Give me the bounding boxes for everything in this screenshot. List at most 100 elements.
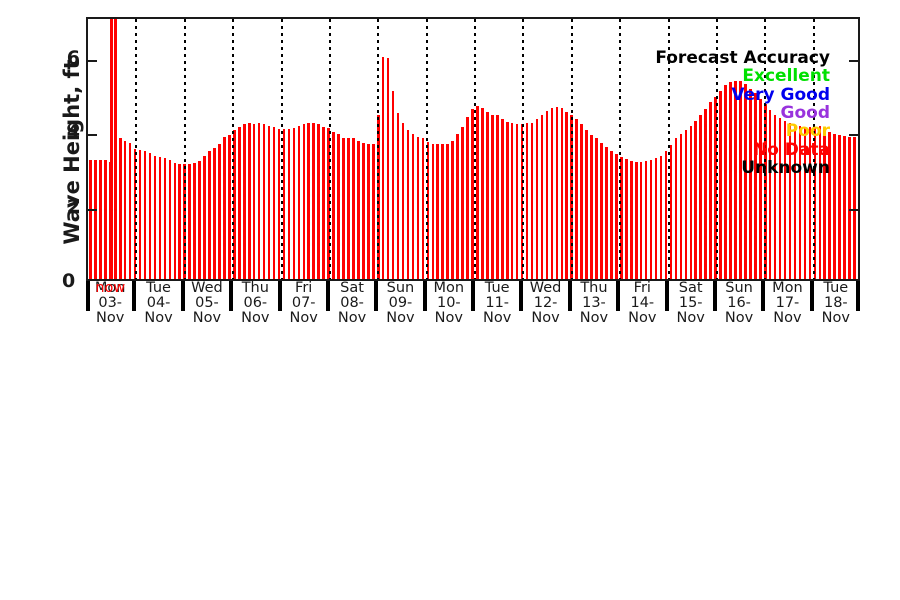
bar xyxy=(659,156,663,279)
x-axis-day-label: Wed 12-Nov xyxy=(521,281,569,326)
bar xyxy=(545,110,549,279)
day-of-week-label: Mon xyxy=(433,280,465,296)
x-axis-day-labels: Mon 03-Nov Tue 04-Nov Wed 05-Nov Thu 06-Nov Fri 0… xyxy=(86,280,860,326)
x-axis-day-tick xyxy=(664,281,669,311)
bar xyxy=(590,134,593,279)
bar xyxy=(223,136,226,279)
bar xyxy=(461,126,464,279)
bar xyxy=(699,115,703,279)
day-of-week-label: Mon xyxy=(94,280,126,296)
bar xyxy=(798,125,802,279)
day-separator-line xyxy=(522,19,525,279)
bar xyxy=(203,156,206,279)
bar xyxy=(228,134,231,279)
bar xyxy=(858,138,860,279)
day-of-week-label: Tue xyxy=(146,280,171,296)
bar xyxy=(496,114,499,279)
x-axis-edge-tick xyxy=(86,281,90,311)
x-axis-day-tick xyxy=(519,281,524,311)
bar xyxy=(218,144,221,279)
bar xyxy=(739,80,742,279)
bar xyxy=(540,115,544,279)
bar xyxy=(317,123,320,279)
bar xyxy=(163,158,167,279)
x-axis-day-label: Sun 16-Nov xyxy=(715,281,763,326)
bar xyxy=(754,93,757,279)
bar xyxy=(188,163,191,279)
day-of-month-label: 04-Nov xyxy=(144,295,173,326)
day-of-month-label: 08-Nov xyxy=(337,295,367,326)
bar xyxy=(411,134,415,279)
day-of-month-label: 11-Nov xyxy=(483,295,512,326)
bar xyxy=(848,136,851,279)
y-tick-mark-right xyxy=(849,59,858,62)
bar xyxy=(535,119,539,279)
day-separator-line xyxy=(232,19,235,279)
bar xyxy=(446,144,449,279)
day-separator-line xyxy=(619,19,622,279)
x-axis-day-label: Sat 15-Nov xyxy=(667,281,715,326)
x-axis-day-tick xyxy=(567,281,572,311)
bar xyxy=(416,136,420,279)
day-of-week-label: Sat xyxy=(340,280,364,296)
bar xyxy=(347,138,350,279)
bar xyxy=(600,143,603,279)
x-axis-day-tick xyxy=(422,281,427,311)
bar xyxy=(307,122,311,279)
day-of-month-label: 13-Nov xyxy=(579,295,609,326)
bar xyxy=(500,119,504,279)
bar xyxy=(843,135,846,279)
bar xyxy=(773,114,777,279)
bar xyxy=(178,163,182,279)
bar xyxy=(123,140,127,279)
bar xyxy=(758,98,762,279)
y-tick-mark-right xyxy=(849,208,858,211)
bar xyxy=(143,151,147,279)
day-separator-line xyxy=(667,19,670,279)
day-of-week-label: Sun xyxy=(725,280,753,296)
bar xyxy=(153,156,157,279)
bar xyxy=(520,123,524,279)
bar xyxy=(486,111,489,279)
x-axis-day-label: Fri 07-Nov xyxy=(280,281,328,326)
now-vertical-line xyxy=(110,19,114,279)
day-separator-line xyxy=(183,19,186,279)
day-separator-line xyxy=(570,19,573,279)
day-separator-line xyxy=(280,19,283,279)
bar xyxy=(292,128,296,279)
x-axis-day-label: Tue 04-Nov xyxy=(134,281,182,326)
bar xyxy=(133,148,137,279)
y-tick-mark-right xyxy=(849,134,858,137)
bar xyxy=(208,150,211,279)
bar xyxy=(649,160,653,279)
bar xyxy=(168,160,172,279)
bar xyxy=(242,123,246,279)
bar xyxy=(148,153,152,279)
bar xyxy=(560,107,564,279)
bar xyxy=(287,128,291,279)
bar xyxy=(431,143,435,279)
day-separator-line xyxy=(812,19,815,279)
x-axis-day-label: Thu 06-Nov xyxy=(231,281,279,326)
day-of-month-label: 14-Nov xyxy=(628,295,657,326)
bar xyxy=(813,126,817,279)
bar xyxy=(823,128,827,279)
bar xyxy=(342,137,345,279)
day-of-week-label: Fri xyxy=(295,280,313,296)
x-axis-day-tick xyxy=(132,281,137,311)
bar xyxy=(386,57,390,279)
bar xyxy=(828,132,832,279)
bar xyxy=(262,123,266,279)
bar xyxy=(808,127,812,279)
bar xyxy=(694,120,698,279)
x-axis-day-label: Tue 18-Nov xyxy=(812,281,860,326)
bar xyxy=(426,142,430,279)
bar xyxy=(610,150,613,279)
bar xyxy=(451,141,454,279)
bar xyxy=(575,119,578,279)
bar xyxy=(679,134,683,279)
x-axis-day-tick xyxy=(616,281,621,311)
day-of-week-label: Tue xyxy=(484,280,510,296)
bar xyxy=(709,102,712,279)
bar xyxy=(367,144,370,279)
